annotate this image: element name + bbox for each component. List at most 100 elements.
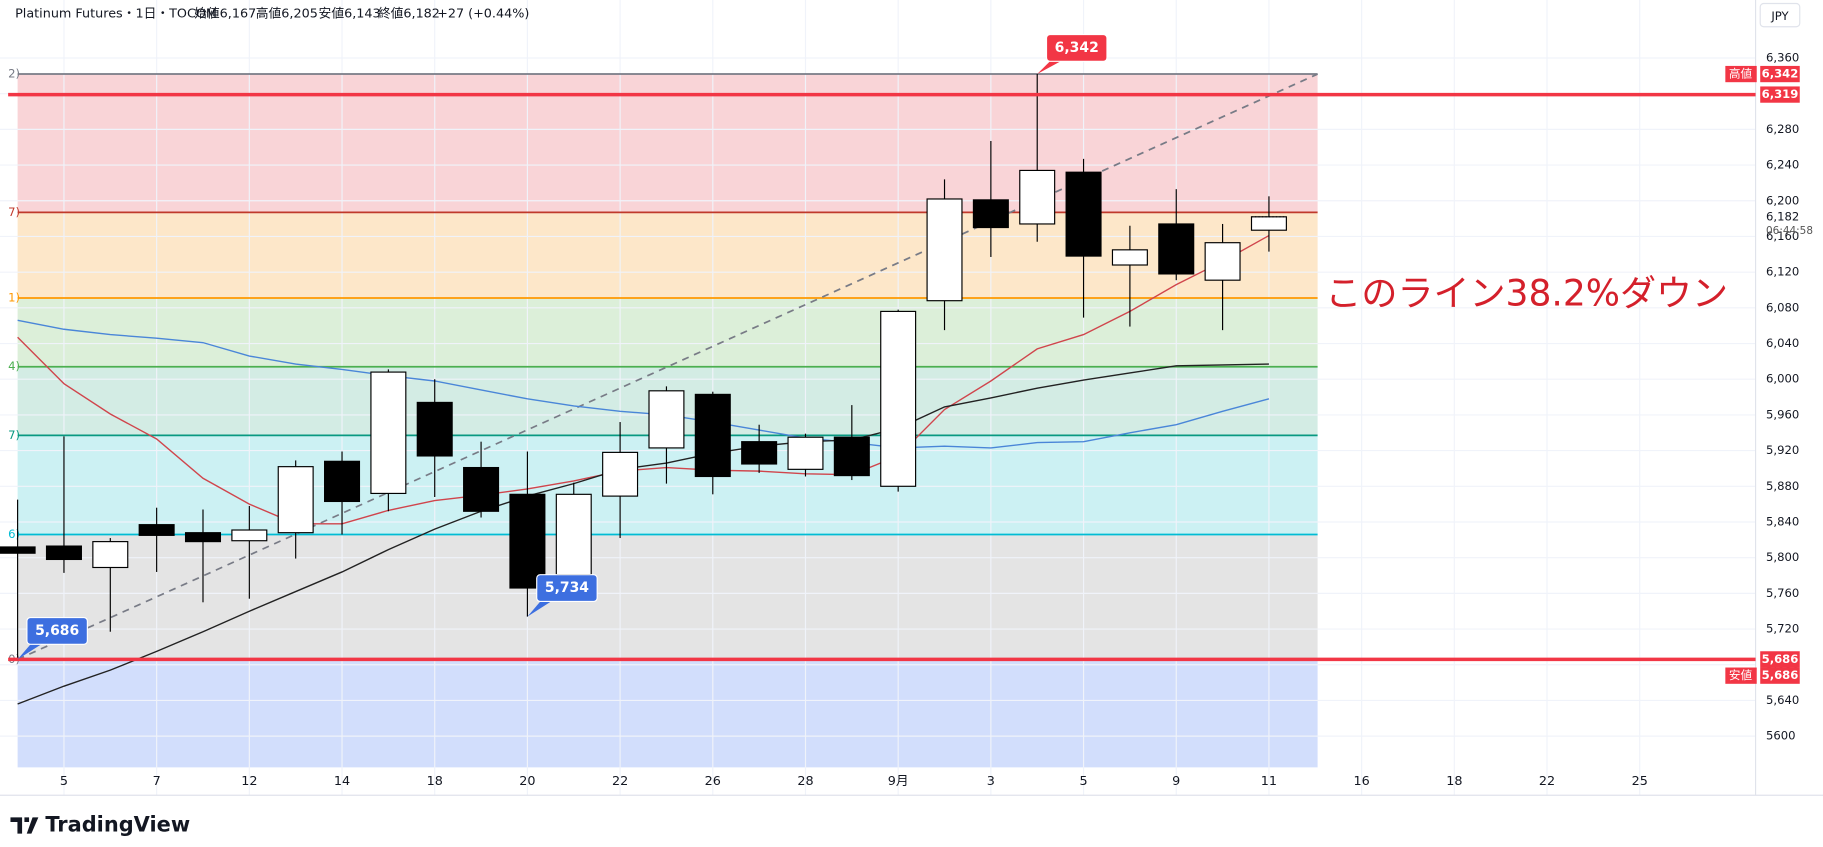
candle-body [1204, 242, 1241, 281]
x-tick-label: 26 [705, 774, 721, 789]
y-tick-label: 6,200 [1766, 193, 1799, 207]
y-tick-label: 6,080 [1766, 300, 1799, 314]
callout-box [1045, 33, 1108, 62]
y-tick-label: 5,840 [1766, 514, 1799, 528]
callout-box [26, 616, 88, 645]
price-label-bg [1760, 651, 1800, 668]
x-tick-label: 11 [1261, 774, 1277, 789]
candle-body [787, 436, 824, 470]
price-label-bg [1760, 86, 1800, 103]
fib-band [17, 659, 1318, 768]
x-tick-label: 3 [987, 774, 995, 789]
annotation: このライン38.2%ダウン [1325, 273, 1728, 314]
fib-label: 2) [8, 67, 20, 81]
grid [0, 0, 1756, 796]
candle-body [741, 441, 778, 465]
candle-body [509, 493, 546, 589]
x-tick-label: 5 [1079, 774, 1087, 789]
x-tick-label: 16 [1354, 774, 1370, 789]
price-tag-note-bg [1725, 65, 1757, 83]
x-tick-label: 18 [427, 774, 443, 789]
x-tick-label: 5 [60, 774, 68, 789]
header-close: 終値6,182 [378, 5, 440, 21]
fib-label: 4) [8, 359, 20, 373]
candle-body [138, 524, 175, 536]
header-symbol: Platinum Futures・1日・TOCOM [15, 6, 217, 21]
candle-body [648, 390, 685, 449]
logo-mark [10, 817, 39, 834]
fib-label: 7) [8, 205, 20, 219]
fib-label: 7) [8, 428, 20, 442]
y-tick-label: 6,160 [1766, 229, 1799, 243]
moving-average [17, 234, 1270, 525]
x-tick-label: 7 [153, 774, 161, 789]
x-tick-label: 22 [612, 774, 628, 789]
candle-body [880, 310, 917, 487]
fib-band [17, 534, 1318, 660]
callout-label: 6,342 [1055, 40, 1099, 56]
header-high: 高値6,205 [256, 5, 318, 21]
header-open: 始値6,167 [194, 5, 256, 21]
callout-pointer [1037, 60, 1063, 75]
x-tick-label: 9 [1172, 774, 1180, 789]
candle-body [602, 451, 639, 497]
x-tick-label: 20 [519, 774, 535, 789]
price-tag: 5,686 [1762, 668, 1799, 682]
candle-body [555, 493, 592, 576]
candle-body [45, 545, 82, 561]
candle-body [1250, 216, 1287, 231]
currency[interactable]: JPY [1770, 9, 1789, 23]
price-tag-bg [1760, 65, 1800, 83]
countdown: 06:44:58 [1766, 225, 1813, 237]
moving-average [17, 363, 1269, 705]
candle-body [277, 466, 314, 534]
candle-body [1019, 169, 1056, 225]
x-tick-label: 22 [1539, 774, 1555, 789]
y-tick-label: 5,960 [1766, 407, 1799, 421]
y-tick-label: 5,640 [1766, 693, 1799, 707]
candle-body [1158, 223, 1195, 275]
candle-body [926, 198, 963, 302]
price-tag: 6,342 [1762, 67, 1799, 81]
y-tick-label: 6,120 [1766, 265, 1799, 279]
moving-average [17, 319, 1270, 449]
candle-body [370, 371, 407, 495]
candle-body [0, 546, 36, 554]
candle-body [416, 401, 453, 457]
candle-body [184, 532, 222, 543]
price-tag-note: 安値 [1729, 668, 1753, 682]
x-tick-label: 28 [797, 774, 813, 789]
x-tick-label: 14 [334, 774, 350, 789]
x-tick-label: 9月 [888, 774, 909, 789]
y-tick-label: 5,880 [1766, 479, 1799, 493]
candle-body [1065, 171, 1102, 257]
y-tick-label: 6,040 [1766, 336, 1799, 350]
candle-body [463, 466, 500, 512]
last-price: 6,182 [1766, 209, 1799, 223]
y-tick-label: 6,000 [1766, 372, 1799, 386]
callout-pointer [527, 600, 553, 617]
brand-logo: TradingView [10, 812, 190, 836]
fib-label: 1) [8, 291, 20, 305]
header-change: +27 (+0.44%) [437, 6, 529, 21]
y-tick-label: 5600 [1766, 729, 1796, 743]
candle-body [972, 199, 1009, 229]
y-tick-label: 5,760 [1766, 586, 1799, 600]
price-tag-bg [1760, 667, 1800, 684]
y-tick-label: 5,800 [1766, 550, 1799, 564]
candle-body [694, 393, 731, 478]
price-label: 5,686 [1762, 652, 1799, 666]
y-tick-label: 6,280 [1766, 122, 1799, 136]
x-tick-label: 25 [1632, 774, 1648, 789]
y-tick-label: 6,360 [1766, 50, 1799, 64]
y-tick-label: 5,920 [1766, 443, 1799, 457]
callout-box [536, 574, 598, 603]
candle-body [324, 460, 361, 503]
candle-body [92, 541, 129, 569]
candle-body [1111, 249, 1148, 266]
candle-body [833, 436, 870, 477]
x-tick-label: 12 [241, 774, 257, 789]
currency-button[interactable] [1759, 2, 1801, 28]
fib-band [17, 298, 1318, 367]
